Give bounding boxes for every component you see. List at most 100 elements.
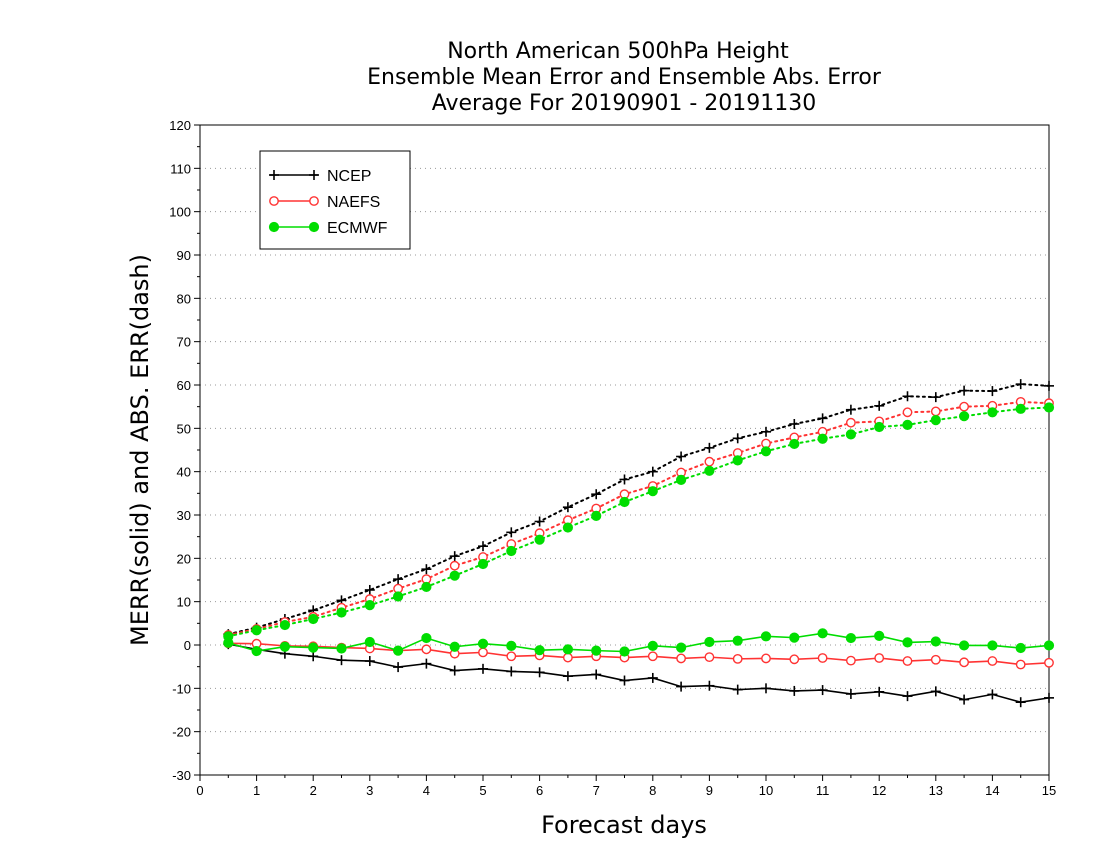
point-ecmwf-merr — [987, 640, 998, 651]
point-ecmwf-abs-err — [308, 613, 319, 625]
point-ecmwf-abs-err — [421, 581, 432, 593]
point-ncep-abs-err — [704, 442, 715, 453]
point-ncep-merr — [959, 694, 970, 705]
point-ecmwf-abs-err — [393, 591, 404, 602]
point-ncep-abs-err — [930, 392, 941, 403]
x-tick-label: 0 — [196, 783, 203, 798]
y-tick-label: 0 — [184, 638, 191, 653]
x-tick-label: 12 — [872, 783, 886, 798]
point-ecmwf-merr — [704, 636, 715, 648]
legend-marker-ecmwf-left — [268, 221, 280, 233]
point-naefs-abs-err — [846, 417, 856, 428]
y-tick-label: 30 — [177, 508, 191, 523]
point-ecmwf-merr — [732, 635, 743, 646]
point-ncep-merr — [902, 691, 913, 702]
point-ecmwf-abs-err — [760, 446, 772, 457]
point-ncep-abs-err — [449, 551, 460, 562]
point-ecmwf-merr — [817, 628, 828, 639]
point-ecmwf-abs-err — [874, 421, 885, 433]
point-ncep-merr — [789, 685, 800, 696]
y-tick-label: -30 — [172, 768, 191, 783]
point-ecmwf-merr — [930, 636, 941, 647]
y-axis-label: MERR(solid) and ABS. ERR(dash) — [126, 254, 154, 646]
point-ecmwf-merr — [449, 641, 460, 652]
point-ecmwf-merr — [1043, 640, 1055, 651]
point-naefs-merr — [421, 644, 432, 655]
y-tick-label: 120 — [169, 118, 191, 133]
point-naefs-merr — [874, 653, 885, 663]
point-ecmwf-merr — [619, 646, 630, 657]
point-ncep-abs-err — [1044, 380, 1054, 391]
point-ncep-merr — [874, 686, 885, 697]
point-ncep-merr — [591, 669, 602, 680]
point-ncep-abs-err — [987, 386, 998, 397]
point-ncep-merr — [845, 688, 856, 699]
y-tick-label: -10 — [172, 681, 191, 696]
point-ncep-merr — [761, 683, 771, 694]
legend-label-naefs: NAEFS — [327, 194, 380, 211]
title-line-3: Average For 20190901 - 20191130 — [432, 91, 817, 116]
legend-marker-ncep-left — [269, 170, 279, 180]
point-naefs-merr — [761, 653, 771, 664]
point-naefs-abs-err — [449, 560, 460, 571]
point-ecmwf-merr — [534, 645, 545, 656]
point-ncep-merr — [534, 667, 545, 678]
point-ecmwf-merr — [959, 640, 970, 651]
point-ncep-merr — [562, 671, 573, 682]
point-ecmwf-abs-err — [647, 486, 658, 497]
point-ecmwf-abs-err — [704, 465, 715, 476]
point-ecmwf-merr — [393, 645, 404, 656]
point-naefs-merr — [647, 651, 658, 662]
y-tick-label: 100 — [169, 205, 191, 220]
point-ncep-merr — [449, 665, 460, 676]
point-ncep-merr — [987, 689, 998, 700]
point-ecmwf-abs-err — [732, 455, 743, 466]
point-ecmwf-abs-err — [336, 607, 347, 618]
x-tick-label: 1 — [253, 783, 260, 798]
x-tick-label: 4 — [423, 783, 430, 798]
title-line-1: North American 500hPa Height — [447, 39, 789, 64]
point-ecmwf-merr — [279, 641, 290, 652]
point-ecmwf-merr — [647, 640, 658, 651]
point-ecmwf-abs-err — [789, 438, 800, 450]
point-ecmwf-abs-err — [591, 510, 602, 521]
legend-marker-naefs-right — [309, 196, 319, 206]
y-tick-label: 80 — [177, 291, 191, 306]
point-naefs-merr — [676, 653, 686, 664]
point-naefs-merr — [563, 652, 573, 663]
point-ecmwf-abs-err — [845, 429, 857, 440]
y-tick-label: 40 — [177, 465, 191, 480]
x-tick-label: 13 — [929, 783, 943, 798]
point-ecmwf-abs-err — [930, 415, 941, 426]
point-naefs-merr — [1044, 657, 1054, 668]
point-ecmwf-abs-err — [817, 433, 828, 444]
point-naefs-merr — [732, 653, 743, 664]
point-ncep-merr — [647, 672, 658, 683]
point-ecmwf-merr — [308, 642, 319, 653]
point-ecmwf-abs-err — [364, 600, 375, 611]
y-tick-label: -20 — [172, 725, 191, 740]
point-naefs-merr — [930, 654, 941, 665]
y-tick-label: 110 — [170, 161, 191, 176]
point-ncep-merr — [478, 663, 488, 674]
point-ncep-abs-err — [1015, 379, 1026, 390]
point-ecmwf-abs-err — [534, 534, 545, 545]
point-naefs-merr — [959, 657, 969, 668]
point-ncep-merr — [336, 655, 347, 666]
point-ncep-merr — [393, 662, 404, 673]
point-ecmwf-merr — [902, 637, 913, 648]
point-ecmwf-abs-err — [1043, 402, 1055, 413]
y-tick-label: 50 — [177, 421, 191, 436]
point-ecmwf-abs-err — [1015, 403, 1026, 414]
y-tick-label: 90 — [177, 248, 191, 263]
point-ncep-abs-err — [562, 502, 573, 513]
point-ncep-abs-err — [478, 541, 488, 552]
legend-marker-naefs-left — [269, 196, 279, 206]
point-ecmwf-merr — [676, 642, 687, 653]
point-ncep-abs-err — [421, 564, 432, 575]
point-ecmwf-abs-err — [562, 522, 574, 533]
point-ecmwf-merr — [364, 636, 375, 648]
point-ncep-abs-err — [732, 433, 743, 444]
point-ncep-merr — [704, 680, 715, 691]
